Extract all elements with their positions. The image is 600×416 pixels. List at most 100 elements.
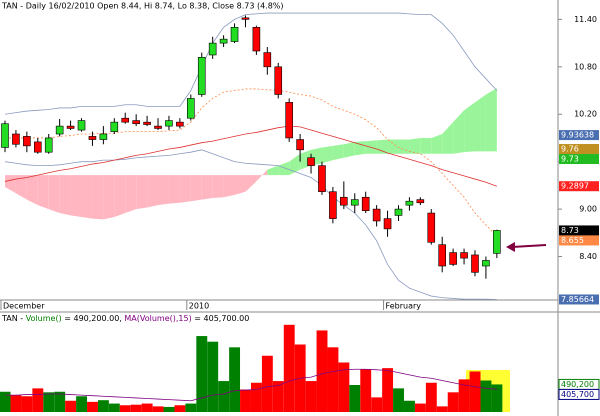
volume-bar xyxy=(283,324,295,412)
cloud-segment xyxy=(59,175,71,216)
cloud-segment xyxy=(289,153,301,176)
volume-bar xyxy=(414,403,426,412)
cloud-segment xyxy=(420,137,432,154)
candle-body xyxy=(449,252,457,265)
cloud-segment xyxy=(179,175,191,203)
volume-header: TAN - Volume() = 490,200.00, MA(Volume()… xyxy=(1,314,249,323)
cloud-segment xyxy=(92,175,104,220)
cloud-segment xyxy=(212,175,224,199)
x-tick-label: December xyxy=(3,302,45,311)
cloud-segment xyxy=(190,175,202,202)
volume-bar xyxy=(218,381,230,412)
candle-body xyxy=(23,136,31,147)
volume-bar xyxy=(250,382,262,412)
candle-body xyxy=(471,254,479,273)
candle-body xyxy=(33,141,42,153)
volume-bar xyxy=(447,392,459,412)
volume-bar xyxy=(185,403,197,412)
indicator-line xyxy=(5,88,498,237)
candle-body xyxy=(307,157,315,166)
volume-bar xyxy=(87,401,98,412)
arrow-head xyxy=(506,242,515,252)
candle-body xyxy=(99,133,108,140)
axis-marker xyxy=(559,294,599,305)
axis-marker xyxy=(559,144,599,155)
header-part: Volume() xyxy=(26,314,62,323)
volume-bar xyxy=(130,404,142,412)
cloud-segment xyxy=(332,144,344,161)
volume-bar xyxy=(458,379,470,412)
volume-bar xyxy=(480,380,492,412)
volume-bar xyxy=(272,381,284,412)
header-part: MA(Volume(),15) xyxy=(124,314,191,323)
x-tick-label: February xyxy=(386,302,422,311)
cloud-segment xyxy=(256,169,268,182)
volume-bar xyxy=(261,355,273,412)
volume-bar xyxy=(425,382,437,412)
candle-body xyxy=(427,212,436,243)
candle-body xyxy=(263,52,272,68)
candle-body xyxy=(121,117,130,123)
volume-bar xyxy=(305,381,317,412)
volume-bar xyxy=(316,330,328,412)
cloud-segment xyxy=(81,175,93,219)
candle-body xyxy=(12,133,20,145)
volume-bar xyxy=(404,400,415,412)
x-tick-label: 2010 xyxy=(189,302,209,311)
volume-bar xyxy=(97,400,109,412)
arrow-line xyxy=(511,244,547,248)
candle-body xyxy=(361,196,370,211)
candle-body xyxy=(143,121,151,125)
volume-bar xyxy=(43,392,55,412)
candle-body xyxy=(493,230,501,254)
candle-body xyxy=(154,125,162,129)
candle-body xyxy=(230,26,239,42)
y-tick-label: 9.00 xyxy=(579,205,597,214)
cloud-segment xyxy=(15,175,27,200)
axis-marker-label: 8.73 xyxy=(561,226,579,235)
cloud-segment xyxy=(464,102,475,153)
candle-body xyxy=(44,137,53,153)
volume-bar xyxy=(229,347,241,412)
candle-body xyxy=(350,199,359,206)
cloud-segment xyxy=(168,175,180,204)
candle-body xyxy=(241,17,250,20)
axis-marker-label: 490,200 xyxy=(561,380,594,389)
volume-bar xyxy=(207,341,219,412)
cloud-segment xyxy=(114,175,126,218)
cloud-segment xyxy=(409,137,421,154)
volume-bar xyxy=(382,368,394,412)
volume-bar xyxy=(65,400,77,412)
candle-body xyxy=(110,121,119,132)
candle-body xyxy=(1,123,9,148)
volume-bar xyxy=(174,405,186,412)
volume-bar xyxy=(371,397,383,412)
candle-body xyxy=(66,125,75,129)
cloud-segment xyxy=(48,175,60,214)
axis-marker-label: 7.85664 xyxy=(561,295,594,304)
volume-bar xyxy=(349,385,361,412)
candle-body xyxy=(318,165,326,193)
volume-bar xyxy=(436,406,448,412)
volume-bar xyxy=(469,371,481,412)
candle-body xyxy=(340,196,348,206)
candle-body xyxy=(438,244,447,267)
candle-body xyxy=(405,200,414,206)
axis-marker xyxy=(559,181,599,192)
y-tick-label: 8.40 xyxy=(579,252,597,261)
candle-body xyxy=(219,38,228,44)
volume-bar xyxy=(54,391,66,412)
cloud-segment xyxy=(376,139,388,154)
candle-body xyxy=(187,98,195,119)
axis-marker-label: 405,700 xyxy=(561,390,594,399)
candle-body xyxy=(329,191,337,219)
chart-title: TAN - Daily 16/02/2010 Open 8.44, Hi 8.7… xyxy=(1,2,284,11)
indicator-line xyxy=(4,149,497,300)
candle-body xyxy=(482,260,490,267)
header-part: = 490,200.00, xyxy=(62,314,125,323)
cloud-segment xyxy=(125,175,137,214)
cloud-segment xyxy=(474,94,486,152)
cloud-segment xyxy=(223,175,235,198)
axis-marker-label: 9.93638 xyxy=(561,131,594,140)
